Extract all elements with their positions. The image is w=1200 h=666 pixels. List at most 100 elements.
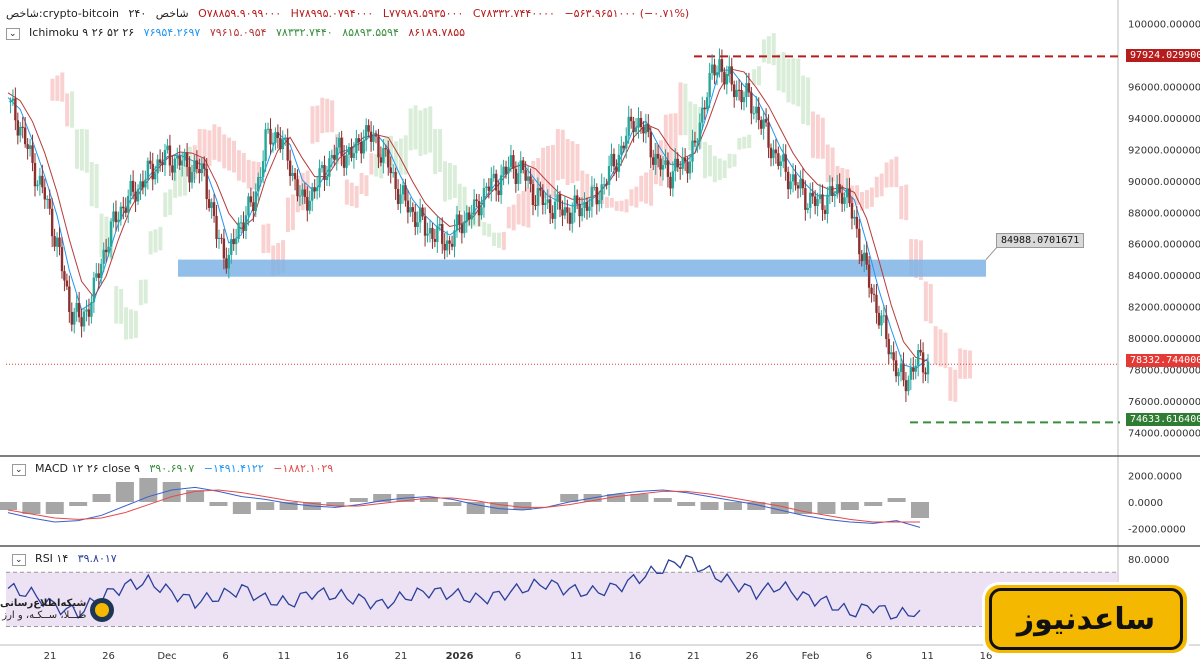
- price-tick-label: 80000.0000000: [1128, 334, 1200, 345]
- ichimoku-name[interactable]: Ichimoku ۹ ۲۶ ۵۲ ۲۶: [29, 26, 135, 39]
- candle-body: [68, 286, 71, 312]
- price-tick-label: 76000.0000000: [1128, 397, 1200, 408]
- candle-body: [173, 158, 177, 173]
- candle-body: [404, 185, 407, 201]
- candle-body: [598, 200, 601, 205]
- rsi-band: [6, 572, 1118, 627]
- macd-histogram-bar: [723, 502, 742, 510]
- candle-body: [669, 176, 672, 189]
- candle-body: [286, 137, 289, 161]
- cloud-segment: [560, 129, 565, 179]
- cloud-segment: [555, 129, 560, 181]
- candle-body: [644, 124, 648, 134]
- macd-histogram-bar: [630, 494, 649, 502]
- candle-body: [276, 132, 280, 138]
- macd-histogram-bar: [747, 502, 766, 510]
- cloud-segment: [550, 144, 555, 198]
- price-tick-label: 74000.0000000: [1128, 428, 1200, 439]
- candle-body: [882, 315, 886, 317]
- price-label-current: 78332.7440000: [1126, 354, 1200, 367]
- macd-histogram-bar: [69, 502, 88, 506]
- macd-histogram-bar: [794, 502, 813, 514]
- collapse-icon[interactable]: ⌄: [6, 28, 20, 40]
- candle-body: [423, 216, 427, 236]
- rsi-name[interactable]: RSI ۱۴: [35, 552, 69, 565]
- candle-body: [526, 176, 530, 181]
- candle-body: [185, 152, 189, 168]
- cloud-segment: [197, 129, 202, 165]
- macd-histogram-bar: [349, 498, 368, 502]
- candle-body: [114, 211, 118, 223]
- cloud-segment: [810, 111, 815, 158]
- collapse-icon[interactable]: ⌄: [12, 464, 26, 476]
- candle-body: [394, 172, 397, 189]
- cloud-segment: [707, 145, 712, 177]
- candle-body: [921, 352, 925, 373]
- cloud-segment: [506, 206, 511, 229]
- candle-body: [681, 158, 684, 169]
- candle-body: [892, 352, 895, 361]
- candle-body: [897, 372, 900, 377]
- candle-body: [53, 236, 56, 247]
- candle-body: [109, 221, 113, 247]
- macd-histogram-bar: [770, 502, 789, 514]
- candle-body: [833, 194, 836, 196]
- candle-body: [414, 211, 417, 227]
- cloud-segment: [423, 108, 428, 155]
- cloud-segment: [398, 138, 403, 175]
- candle-body: [271, 142, 275, 145]
- candle-body: [480, 207, 483, 216]
- candle-body: [499, 175, 503, 196]
- candle-body: [880, 315, 883, 326]
- candle-body: [519, 160, 522, 174]
- cloud-segment: [914, 239, 919, 279]
- macd-v2: −۱۴۹۱.۴۱۲۲: [203, 462, 264, 475]
- price-label-top: 97924.0299000: [1126, 49, 1200, 62]
- candle-body: [65, 280, 69, 287]
- candle-body: [406, 200, 410, 213]
- cloud-segment: [418, 110, 423, 157]
- cloud-segment: [482, 222, 487, 236]
- macd-histogram-bar: [840, 502, 859, 510]
- cloud-segment: [933, 326, 938, 365]
- candle-body: [141, 181, 145, 188]
- cloud-segment: [688, 101, 693, 151]
- candle-body: [161, 162, 164, 166]
- candle-body: [296, 179, 299, 197]
- candle-body: [308, 200, 311, 211]
- network-name: شبکه‌اطلاع‌رسانی: [0, 598, 87, 609]
- candle-body: [652, 157, 655, 165]
- candle-body: [759, 120, 763, 129]
- cloud-segment: [359, 172, 364, 194]
- cloud-segment: [442, 161, 447, 202]
- cloud-segment: [119, 289, 124, 324]
- time-tick-label: Feb: [802, 651, 820, 662]
- candle-body: [428, 228, 432, 234]
- cloud-segment: [369, 153, 374, 175]
- candle-body: [629, 116, 633, 122]
- candle-body: [264, 129, 267, 161]
- candle-body: [865, 252, 868, 265]
- candle-body: [703, 107, 706, 110]
- candle-body: [867, 264, 871, 288]
- candle-body: [558, 194, 562, 210]
- candle-body: [82, 311, 86, 327]
- candle-body: [585, 201, 589, 211]
- cloud-segment: [232, 140, 236, 173]
- cloud-segment: [806, 77, 811, 126]
- candle-body: [298, 195, 302, 197]
- candle-body: [193, 160, 196, 173]
- macd-name[interactable]: MACD ۱۲ ۲۶ close ۹: [35, 462, 140, 475]
- candle-body: [87, 309, 91, 317]
- candle-body: [212, 202, 216, 216]
- symbol-name[interactable]: شاخص:crypto-bitcoin: [6, 7, 120, 20]
- cloud-segment: [511, 204, 516, 231]
- candle-body: [885, 315, 888, 339]
- candle-body: [924, 372, 927, 375]
- candle-body: [691, 140, 694, 162]
- collapse-icon[interactable]: ⌄: [12, 554, 26, 566]
- support-zone: [178, 259, 986, 277]
- candle-body: [740, 89, 743, 103]
- macd-histogram-bar: [560, 494, 579, 502]
- candle-body: [858, 228, 861, 255]
